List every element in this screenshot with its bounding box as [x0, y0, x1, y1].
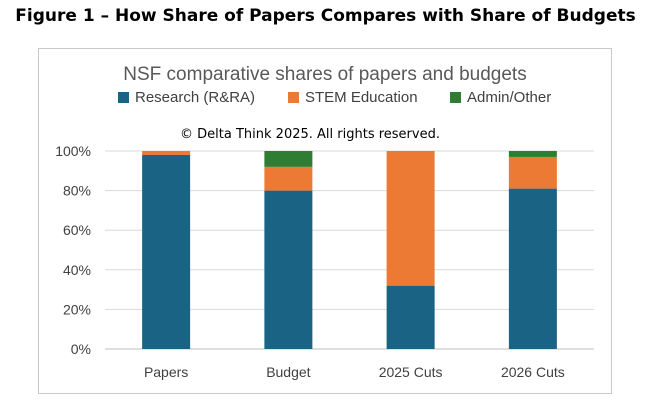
bar-segment	[386, 151, 435, 286]
legend-swatch	[118, 92, 129, 103]
y-tick-label: 100%	[55, 143, 91, 159]
legend-label: STEM Education	[305, 89, 418, 106]
y-tick-label: 20%	[63, 301, 91, 317]
bar-segment	[142, 151, 191, 155]
bar-segment	[508, 156, 557, 189]
y-tick-label: 80%	[63, 183, 91, 199]
bar-segment	[264, 151, 313, 167]
y-tick-label: 40%	[63, 262, 91, 278]
x-tick-label: 2025 Cuts	[379, 364, 443, 380]
chart-legend: Research (R&RA) STEM Education Admin/Other	[118, 89, 551, 106]
legend-swatch	[450, 92, 461, 103]
bar-segment	[142, 154, 191, 349]
bar-segment	[508, 188, 557, 349]
legend-label: Research (R&RA)	[135, 89, 255, 106]
chart-bars	[142, 151, 557, 349]
figure-heading: Figure 1 – How Share of Papers Compares …	[15, 6, 636, 26]
bar-segment	[386, 285, 435, 349]
chart-title: NSF comparative shares of papers and bud…	[123, 64, 526, 85]
legend-label: Admin/Other	[467, 89, 551, 106]
x-tick-label: Papers	[144, 364, 188, 380]
x-tick-label: 2026 Cuts	[501, 364, 565, 380]
bar-segment	[264, 190, 313, 349]
y-tick-label: 0%	[71, 341, 91, 357]
bar-segment	[508, 151, 557, 157]
y-axis: 0% 20% 40% 60% 80% 100%	[55, 143, 91, 357]
x-tick-label: Budget	[266, 364, 310, 380]
bar-segment	[264, 166, 313, 191]
y-tick-label: 60%	[63, 222, 91, 238]
x-axis: Papers Budget 2025 Cuts 2026 Cuts	[144, 364, 565, 380]
legend-swatch	[288, 92, 299, 103]
copyright-annotation: © Delta Think 2025. All rights reserved.	[180, 127, 440, 142]
